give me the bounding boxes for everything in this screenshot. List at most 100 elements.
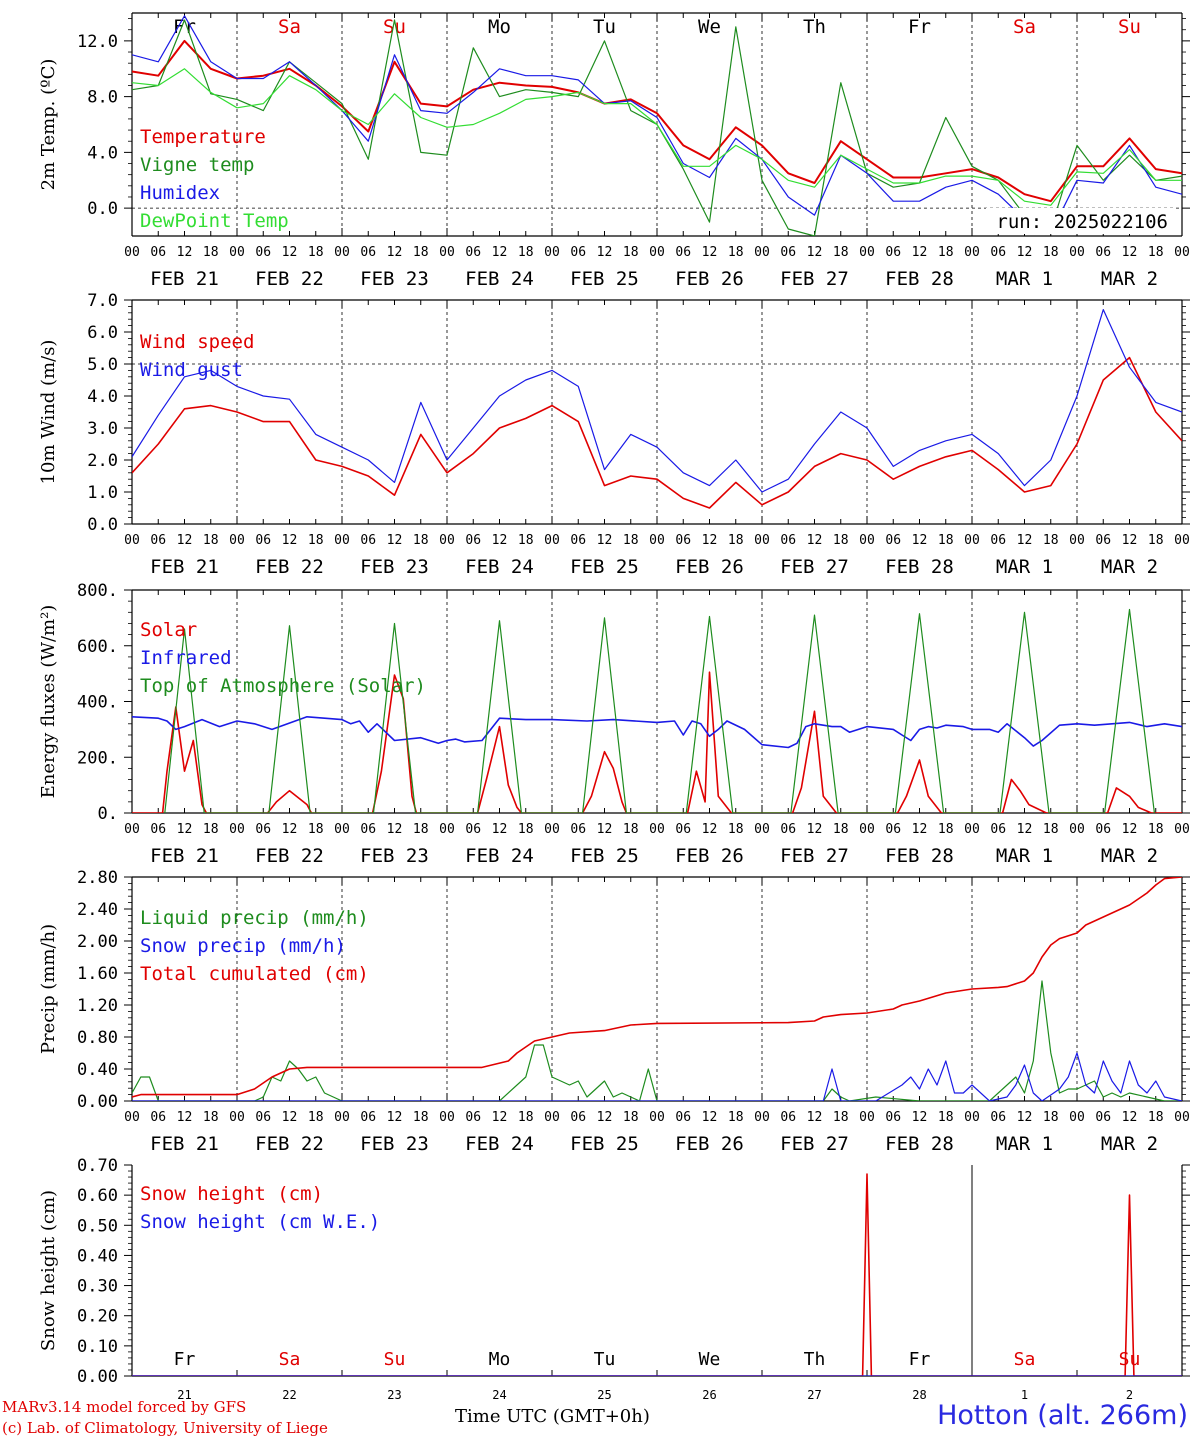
- legend-entry: Vigne temp: [140, 154, 254, 176]
- x-tick-label: 18: [833, 1110, 849, 1125]
- x-tick-label: 00: [544, 1110, 560, 1125]
- x-tick-label: 12: [807, 1110, 823, 1125]
- legend-entry: Wind gust: [140, 359, 243, 381]
- x-tick-label: 00: [229, 822, 245, 837]
- x-tick-label: 18: [938, 822, 954, 837]
- weekday-label: Mo: [488, 16, 511, 38]
- series-line: [164, 608, 1155, 813]
- series-line: [132, 1052, 1182, 1101]
- x-tick-label: 12: [177, 245, 193, 260]
- y-tick-label: 2.0: [87, 451, 118, 471]
- x-tick-label: 00: [964, 1110, 980, 1125]
- x-tick-label: 18: [623, 1110, 639, 1125]
- x-tick-label: 06: [255, 822, 271, 837]
- day-number-label: 23: [387, 1388, 401, 1402]
- x-tick-label: 00: [439, 1110, 455, 1125]
- x-tick-label: 12: [1017, 533, 1033, 548]
- date-label: MAR 1: [996, 268, 1053, 290]
- y-tick-label: 0.60: [77, 1186, 118, 1206]
- x-tick-label: 06: [675, 533, 691, 548]
- x-tick-label: 18: [203, 245, 219, 260]
- date-label: FEB 25: [570, 1133, 639, 1155]
- legend-entry: Snow height (cm W.E.): [140, 1211, 380, 1233]
- x-tick-label: 06: [1095, 1110, 1111, 1125]
- series-line: [132, 877, 1182, 1098]
- x-tick-label: 06: [360, 822, 376, 837]
- x-tick-label: 12: [702, 1110, 718, 1125]
- x-tick-label: 06: [360, 245, 376, 260]
- weekday-label: Su: [1119, 1349, 1141, 1370]
- date-label: FEB 26: [675, 556, 744, 578]
- x-tick-label: 18: [518, 533, 534, 548]
- time-axis-label: Time UTC (GMT+0h): [455, 1406, 650, 1427]
- x-tick-label: 06: [675, 245, 691, 260]
- weekday-label: Fr: [909, 1349, 931, 1370]
- weekday-label: Fr: [908, 16, 931, 38]
- y-tick-label: 4.0: [87, 387, 118, 407]
- y-tick-label: 7.0: [87, 291, 118, 311]
- x-tick-label: 12: [492, 1110, 508, 1125]
- x-tick-label: 18: [413, 1110, 429, 1125]
- day-number-label: 1: [1021, 1388, 1028, 1402]
- weekday-label: Th: [804, 1349, 826, 1370]
- x-tick-label: 06: [990, 245, 1006, 260]
- x-tick-label: 00: [1069, 822, 1085, 837]
- x-tick-label: 06: [990, 1110, 1006, 1125]
- date-label: MAR 1: [996, 845, 1053, 867]
- x-tick-label: 06: [255, 245, 271, 260]
- y-tick-label: 0.: [98, 804, 118, 824]
- y-axis-title: 2m Temp. (ºC): [38, 59, 59, 191]
- x-tick-label: 00: [754, 1110, 770, 1125]
- x-tick-label: 00: [649, 1110, 665, 1125]
- x-tick-label: 00: [544, 822, 560, 837]
- date-label: FEB 25: [570, 268, 639, 290]
- date-label: FEB 28: [885, 268, 954, 290]
- weekday-label: Su: [383, 16, 406, 38]
- x-tick-label: 00: [1174, 822, 1190, 837]
- date-label: FEB 24: [465, 556, 534, 578]
- x-tick-label: 06: [885, 533, 901, 548]
- x-tick-label: 06: [465, 1110, 481, 1125]
- x-tick-label: 06: [780, 533, 796, 548]
- weekday-label: Sa: [1013, 16, 1036, 38]
- legend-entry: Snow height (cm): [140, 1183, 323, 1205]
- date-label: FEB 24: [465, 845, 534, 867]
- y-tick-label: 2.40: [77, 900, 118, 920]
- x-tick-label: 06: [255, 533, 271, 548]
- x-tick-label: 06: [990, 533, 1006, 548]
- series-line: [132, 715, 1182, 749]
- legend-entry: Humidex: [140, 182, 220, 204]
- series-line: [132, 671, 1182, 813]
- x-tick-label: 06: [570, 1110, 586, 1125]
- x-tick-label: 00: [649, 822, 665, 837]
- x-tick-label: 12: [282, 822, 298, 837]
- x-tick-label: 12: [912, 1110, 928, 1125]
- x-tick-label: 06: [465, 245, 481, 260]
- x-tick-label: 18: [833, 822, 849, 837]
- date-label: FEB 23: [360, 1133, 429, 1155]
- x-tick-label: 12: [912, 245, 928, 260]
- x-tick-label: 18: [728, 1110, 744, 1125]
- x-tick-label: 00: [754, 533, 770, 548]
- x-tick-label: 12: [597, 1110, 613, 1125]
- x-tick-label: 12: [282, 245, 298, 260]
- date-label: FEB 27: [780, 268, 849, 290]
- x-tick-label: 12: [597, 533, 613, 548]
- x-tick-label: 00: [964, 245, 980, 260]
- panel-4: 0.00 0.40 0.80 1.20 1.60 2.00 2.40 2.80 Precip (…: [38, 868, 1190, 1155]
- x-tick-label: 12: [1017, 245, 1033, 260]
- x-tick-label: 06: [675, 822, 691, 837]
- x-tick-label: 00: [859, 822, 875, 837]
- x-tick-label: 18: [833, 245, 849, 260]
- x-tick-label: 18: [518, 1110, 534, 1125]
- y-tick-label: 0.20: [77, 1307, 118, 1327]
- weekday-label: Su: [1118, 16, 1141, 38]
- panel-3: 0. 200. 400. 600. 800. Energy fluxes (W/m²) 00…: [38, 581, 1190, 867]
- model-credit-line2: (c) Lab. of Climatology, University of L…: [2, 1419, 328, 1437]
- x-tick-label: 00: [1174, 245, 1190, 260]
- x-tick-label: 18: [938, 1110, 954, 1125]
- x-tick-label: 06: [570, 245, 586, 260]
- x-tick-label: 06: [150, 245, 166, 260]
- y-tick-label: 5.0: [87, 355, 118, 375]
- y-tick-label: 0.70: [77, 1156, 118, 1176]
